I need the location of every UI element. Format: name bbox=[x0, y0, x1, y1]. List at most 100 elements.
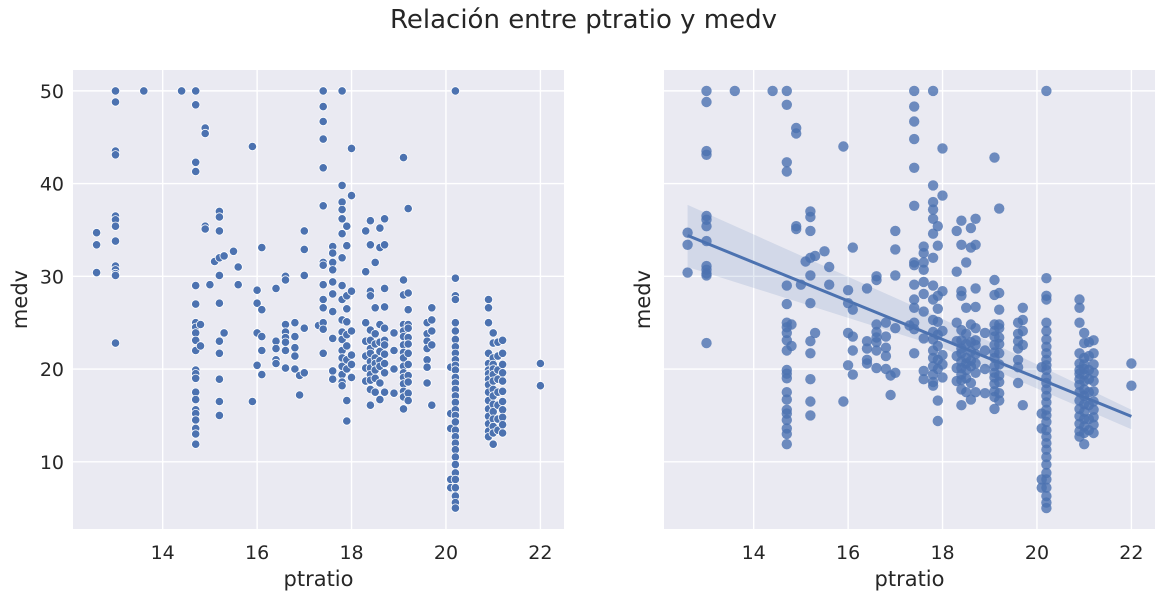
data-point bbox=[842, 360, 854, 371]
data-point bbox=[1079, 327, 1090, 339]
data-point bbox=[403, 288, 413, 298]
data-point bbox=[450, 483, 460, 493]
data-point bbox=[918, 276, 929, 288]
data-point bbox=[290, 318, 300, 328]
data-point bbox=[871, 337, 882, 348]
data-point bbox=[847, 369, 858, 380]
data-point bbox=[195, 319, 206, 330]
data-point bbox=[379, 302, 390, 312]
data-point bbox=[191, 86, 201, 96]
data-point bbox=[805, 336, 816, 347]
data-point bbox=[214, 374, 224, 384]
data-point bbox=[389, 388, 399, 398]
data-point bbox=[427, 303, 437, 313]
data-point bbox=[994, 203, 1005, 214]
data-point bbox=[937, 359, 948, 370]
data-point bbox=[337, 253, 347, 263]
data-point bbox=[909, 116, 920, 127]
data-point bbox=[342, 304, 352, 314]
data-point bbox=[483, 318, 494, 328]
data-point bbox=[847, 345, 858, 356]
data-point bbox=[497, 335, 508, 345]
data-point bbox=[422, 378, 432, 388]
data-point bbox=[379, 387, 390, 397]
data-point bbox=[1041, 451, 1052, 463]
data-point bbox=[361, 267, 371, 277]
data-point bbox=[337, 205, 347, 215]
data-point bbox=[890, 367, 901, 378]
data-point bbox=[890, 244, 901, 255]
data-point bbox=[290, 343, 300, 353]
data-point bbox=[927, 228, 939, 239]
data-point bbox=[809, 250, 821, 262]
data-point bbox=[1017, 314, 1028, 326]
data-point bbox=[927, 213, 939, 224]
data-point bbox=[994, 304, 1005, 315]
data-point bbox=[838, 396, 849, 407]
data-point bbox=[337, 214, 347, 224]
data-point bbox=[918, 264, 929, 275]
data-point bbox=[890, 225, 901, 237]
data-point bbox=[909, 85, 920, 97]
data-point bbox=[781, 439, 792, 450]
data-point bbox=[805, 396, 816, 407]
data-point bbox=[427, 340, 437, 350]
data-point bbox=[1012, 377, 1024, 389]
data-point bbox=[951, 225, 962, 237]
data-point bbox=[956, 215, 967, 226]
data-point bbox=[214, 270, 224, 280]
data-point bbox=[497, 348, 508, 358]
data-point bbox=[342, 241, 352, 251]
y-tick-label: 30 bbox=[40, 266, 64, 288]
data-point bbox=[427, 326, 437, 336]
data-point bbox=[861, 358, 873, 369]
data-point bbox=[379, 368, 390, 378]
data-point bbox=[970, 367, 981, 378]
data-point bbox=[909, 294, 920, 305]
data-point bbox=[219, 251, 229, 261]
data-point bbox=[909, 101, 920, 112]
data-point bbox=[1088, 335, 1099, 346]
data-point bbox=[824, 261, 835, 273]
data-point bbox=[1126, 380, 1137, 391]
data-point bbox=[290, 351, 300, 361]
data-point bbox=[1074, 317, 1085, 328]
data-point bbox=[346, 286, 357, 296]
data-point bbox=[805, 410, 816, 421]
data-point bbox=[252, 360, 262, 370]
data-point bbox=[682, 239, 693, 250]
data-point bbox=[389, 328, 399, 338]
x-tick-label: 16 bbox=[836, 542, 860, 564]
data-point bbox=[257, 331, 267, 342]
data-point bbox=[937, 286, 948, 297]
data-point bbox=[932, 221, 943, 232]
data-point bbox=[318, 348, 328, 358]
data-point bbox=[918, 365, 929, 377]
data-point bbox=[346, 143, 357, 153]
data-point bbox=[781, 414, 792, 426]
data-point bbox=[403, 377, 413, 387]
data-point bbox=[427, 400, 437, 410]
data-point bbox=[951, 317, 962, 328]
data-point bbox=[791, 223, 802, 235]
data-point bbox=[880, 331, 892, 342]
data-point bbox=[191, 415, 201, 425]
data-point bbox=[994, 348, 1005, 359]
data-point bbox=[970, 358, 981, 369]
data-point bbox=[191, 157, 201, 167]
data-point bbox=[342, 395, 352, 406]
data-point bbox=[191, 394, 201, 405]
data-point bbox=[956, 239, 967, 250]
data-point bbox=[337, 280, 347, 291]
data-point bbox=[497, 428, 508, 438]
data-point bbox=[365, 291, 375, 301]
data-point bbox=[842, 285, 854, 296]
data-point bbox=[205, 280, 215, 290]
data-point bbox=[1041, 294, 1052, 305]
data-point bbox=[337, 180, 347, 190]
data-point bbox=[965, 377, 977, 389]
data-point bbox=[191, 100, 201, 110]
data-point bbox=[989, 274, 1000, 286]
data-point bbox=[781, 373, 792, 384]
